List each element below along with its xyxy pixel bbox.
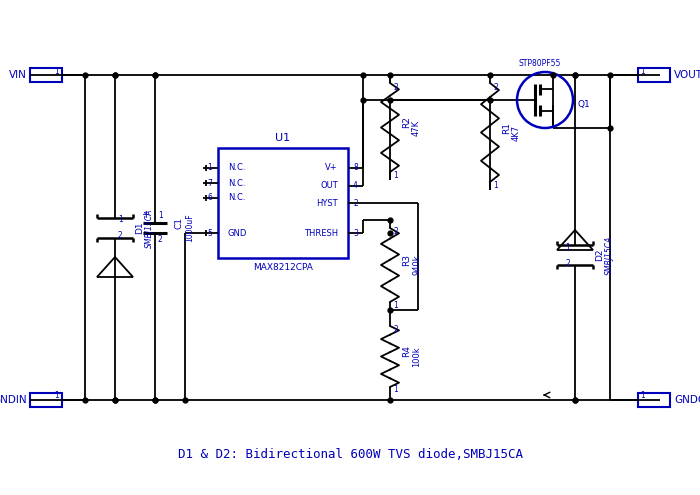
Text: N.C.: N.C.	[228, 179, 246, 188]
Text: D2: D2	[595, 249, 604, 261]
Text: V+: V+	[326, 163, 338, 172]
Text: 2: 2	[493, 83, 498, 92]
Text: D1: D1	[135, 222, 144, 234]
Text: SMBJ15CA: SMBJ15CA	[145, 208, 154, 248]
Bar	[638, 68, 670, 82]
Text: 2: 2	[393, 228, 398, 237]
Text: GNDIN: GNDIN	[0, 395, 27, 405]
Text: 2: 2	[158, 236, 162, 245]
Text: 1: 1	[640, 66, 645, 76]
Text: 47K: 47K	[412, 119, 421, 136]
Text: 1000uF: 1000uF	[185, 214, 194, 243]
Text: VOUT: VOUT	[674, 70, 700, 80]
Text: 1: 1	[393, 300, 398, 309]
Text: VIN: VIN	[9, 70, 27, 80]
Text: 1: 1	[393, 170, 398, 180]
Text: N.C.: N.C.	[228, 163, 246, 172]
Text: HYST: HYST	[316, 198, 338, 207]
Text: 4K7: 4K7	[512, 124, 521, 141]
Text: THRESH: THRESH	[304, 229, 338, 238]
Text: N.C.: N.C.	[228, 194, 246, 202]
Text: 2: 2	[393, 83, 398, 92]
Text: 1: 1	[118, 215, 122, 225]
Bar	[30, 68, 62, 82]
Text: MAX8212CPA: MAX8212CPA	[253, 263, 313, 273]
Text: SMBJ15CA: SMBJ15CA	[605, 235, 614, 275]
Text: STP80PF55: STP80PF55	[519, 59, 561, 68]
Text: 1: 1	[393, 386, 398, 395]
Text: 1: 1	[55, 392, 60, 400]
Text: 3: 3	[353, 229, 358, 238]
Text: U1: U1	[275, 133, 290, 143]
Bar	[30, 393, 62, 407]
Text: OUT: OUT	[321, 182, 338, 191]
Text: GND: GND	[228, 229, 247, 238]
Text: 6: 6	[207, 194, 212, 202]
Text: GNDOUT: GNDOUT	[674, 395, 700, 405]
Text: 8: 8	[353, 163, 358, 172]
Text: 1: 1	[158, 211, 162, 220]
Text: 5: 5	[207, 229, 212, 238]
Text: 2: 2	[566, 258, 570, 267]
Text: 1: 1	[493, 181, 498, 190]
Text: 2: 2	[118, 232, 122, 241]
Text: 2: 2	[353, 198, 358, 207]
Text: R4: R4	[402, 346, 411, 357]
Text: R1: R1	[502, 121, 511, 134]
Text: 940k: 940k	[412, 255, 421, 275]
Text: 4: 4	[353, 182, 358, 191]
Bar	[218, 148, 348, 258]
Text: D1 & D2: Bidirectional 600W TVS diode,SMBJ15CA: D1 & D2: Bidirectional 600W TVS diode,SM…	[178, 448, 522, 461]
Text: R2: R2	[402, 116, 411, 128]
Bar	[638, 393, 670, 407]
Text: R3: R3	[402, 254, 411, 266]
Text: 7: 7	[207, 179, 212, 188]
Text: Q1: Q1	[578, 100, 591, 109]
Text: C1: C1	[175, 217, 184, 229]
Text: 100k: 100k	[412, 346, 421, 367]
Text: 1: 1	[640, 392, 645, 400]
Text: +: +	[142, 210, 151, 220]
Text: 2: 2	[393, 326, 398, 335]
Text: 1: 1	[207, 163, 212, 172]
Text: 1: 1	[55, 66, 60, 76]
Text: 1: 1	[566, 243, 570, 251]
